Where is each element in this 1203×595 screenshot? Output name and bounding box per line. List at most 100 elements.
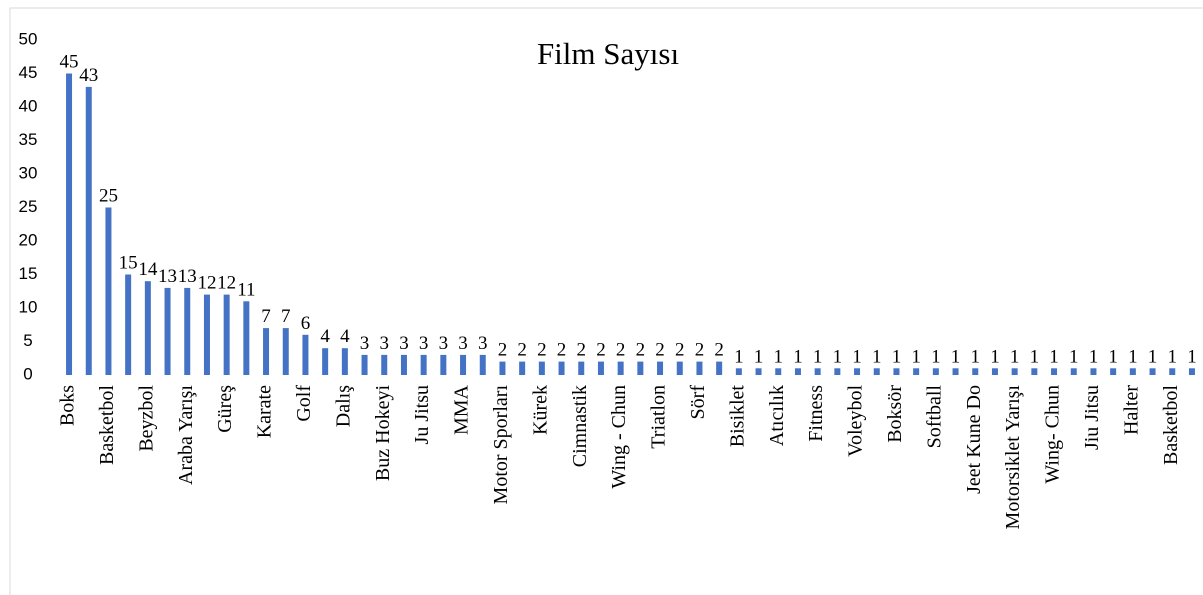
bar: [893, 368, 900, 375]
data-label: 3: [478, 333, 488, 354]
bar: [479, 354, 486, 375]
bar: [223, 294, 230, 375]
x-tick-label: Basketbol: [1160, 385, 1182, 465]
x-tick-label: Cimnastik: [569, 385, 591, 467]
data-label: 1: [754, 346, 764, 367]
x-tick-label: Karate: [254, 385, 276, 438]
data-label: 1: [793, 346, 803, 367]
bar: [873, 368, 880, 375]
data-label: 1: [971, 346, 981, 367]
bar: [203, 294, 210, 375]
x-tick-label: Bisiklet: [726, 385, 748, 448]
data-label: 12: [197, 273, 216, 294]
bar: [794, 368, 801, 375]
bar: [85, 86, 92, 376]
data-label: 13: [158, 266, 177, 287]
y-tick-label: 5: [23, 331, 32, 350]
bar: [381, 354, 388, 375]
data-label: 2: [675, 340, 685, 361]
data-label: 1: [1168, 346, 1178, 367]
data-label: 13: [178, 266, 197, 287]
bar: [282, 328, 289, 375]
y-tick-label: 10: [19, 297, 38, 316]
bar: [1090, 368, 1097, 375]
data-label: 1: [1128, 346, 1138, 367]
data-label: 4: [340, 326, 350, 347]
bar: [1031, 368, 1038, 375]
bar: [696, 361, 703, 375]
data-label: 1: [1030, 346, 1040, 367]
data-label: 1: [1089, 346, 1099, 367]
x-tick-label: Triatlon: [648, 385, 670, 449]
data-label: 6: [301, 313, 311, 334]
y-tick-label: 45: [19, 63, 38, 82]
data-label: 1: [852, 346, 862, 367]
bar: [716, 361, 723, 375]
data-label: 3: [399, 333, 409, 354]
x-tick-label: Araba Yarışı: [175, 385, 197, 485]
bar: [263, 328, 270, 375]
bar: [302, 334, 309, 375]
data-label: 7: [261, 306, 271, 327]
bar: [164, 287, 171, 375]
data-label: 2: [655, 340, 665, 361]
data-label: 4: [320, 326, 330, 347]
bar: [597, 361, 604, 375]
bar: [991, 368, 998, 375]
bar: [1188, 368, 1195, 375]
bar: [1129, 368, 1136, 375]
bar: [1149, 368, 1156, 375]
data-label: 2: [557, 340, 567, 361]
bar: [834, 368, 841, 375]
bar: [1070, 368, 1077, 375]
data-label: 2: [577, 340, 587, 361]
bar: [460, 354, 467, 375]
bar: [144, 281, 151, 375]
bar: [322, 348, 329, 375]
x-tick-label: Basketbol: [96, 385, 118, 465]
data-label: 45: [60, 52, 79, 73]
data-label: 25: [99, 186, 118, 207]
y-tick-label: 25: [19, 197, 38, 216]
data-label: 1: [734, 346, 744, 367]
data-label: 1: [872, 346, 882, 367]
bar: [578, 361, 585, 375]
y-tick-label: 35: [19, 130, 38, 149]
bar: [735, 368, 742, 375]
bar: [538, 361, 545, 375]
bar: [558, 361, 565, 375]
x-tick-label: Fitness: [805, 385, 827, 442]
bar: [420, 354, 427, 375]
x-tick-label: Voleybol: [845, 385, 867, 457]
bar: [361, 354, 368, 375]
data-label: 14: [138, 259, 158, 280]
data-label: 2: [537, 340, 547, 361]
data-label: 43: [79, 65, 98, 86]
bar: [66, 73, 73, 375]
bar: [932, 368, 939, 375]
data-label: 2: [616, 340, 626, 361]
bar: [814, 368, 821, 375]
x-tick-label: Motorsiklet Yarışı: [1002, 385, 1024, 530]
data-label: 2: [517, 340, 527, 361]
bar: [755, 368, 762, 375]
data-label: 1: [892, 346, 902, 367]
y-tick-label: 0: [23, 364, 32, 383]
chart-title: Film Sayısı: [537, 36, 680, 71]
data-label: 15: [119, 253, 138, 274]
bar: [519, 361, 526, 375]
data-label: 1: [1069, 346, 1079, 367]
x-tick-label: Dalış: [332, 385, 354, 427]
bar: [1110, 368, 1117, 375]
data-label: 3: [360, 333, 370, 354]
data-label: 1: [951, 346, 961, 367]
bar: [617, 361, 624, 375]
bar: [440, 354, 447, 375]
y-tick-label: 30: [19, 163, 38, 182]
data-label: 1: [813, 346, 823, 367]
bar: [184, 287, 191, 375]
bar: [341, 348, 348, 375]
bar: [854, 368, 861, 375]
bar: [400, 354, 407, 375]
